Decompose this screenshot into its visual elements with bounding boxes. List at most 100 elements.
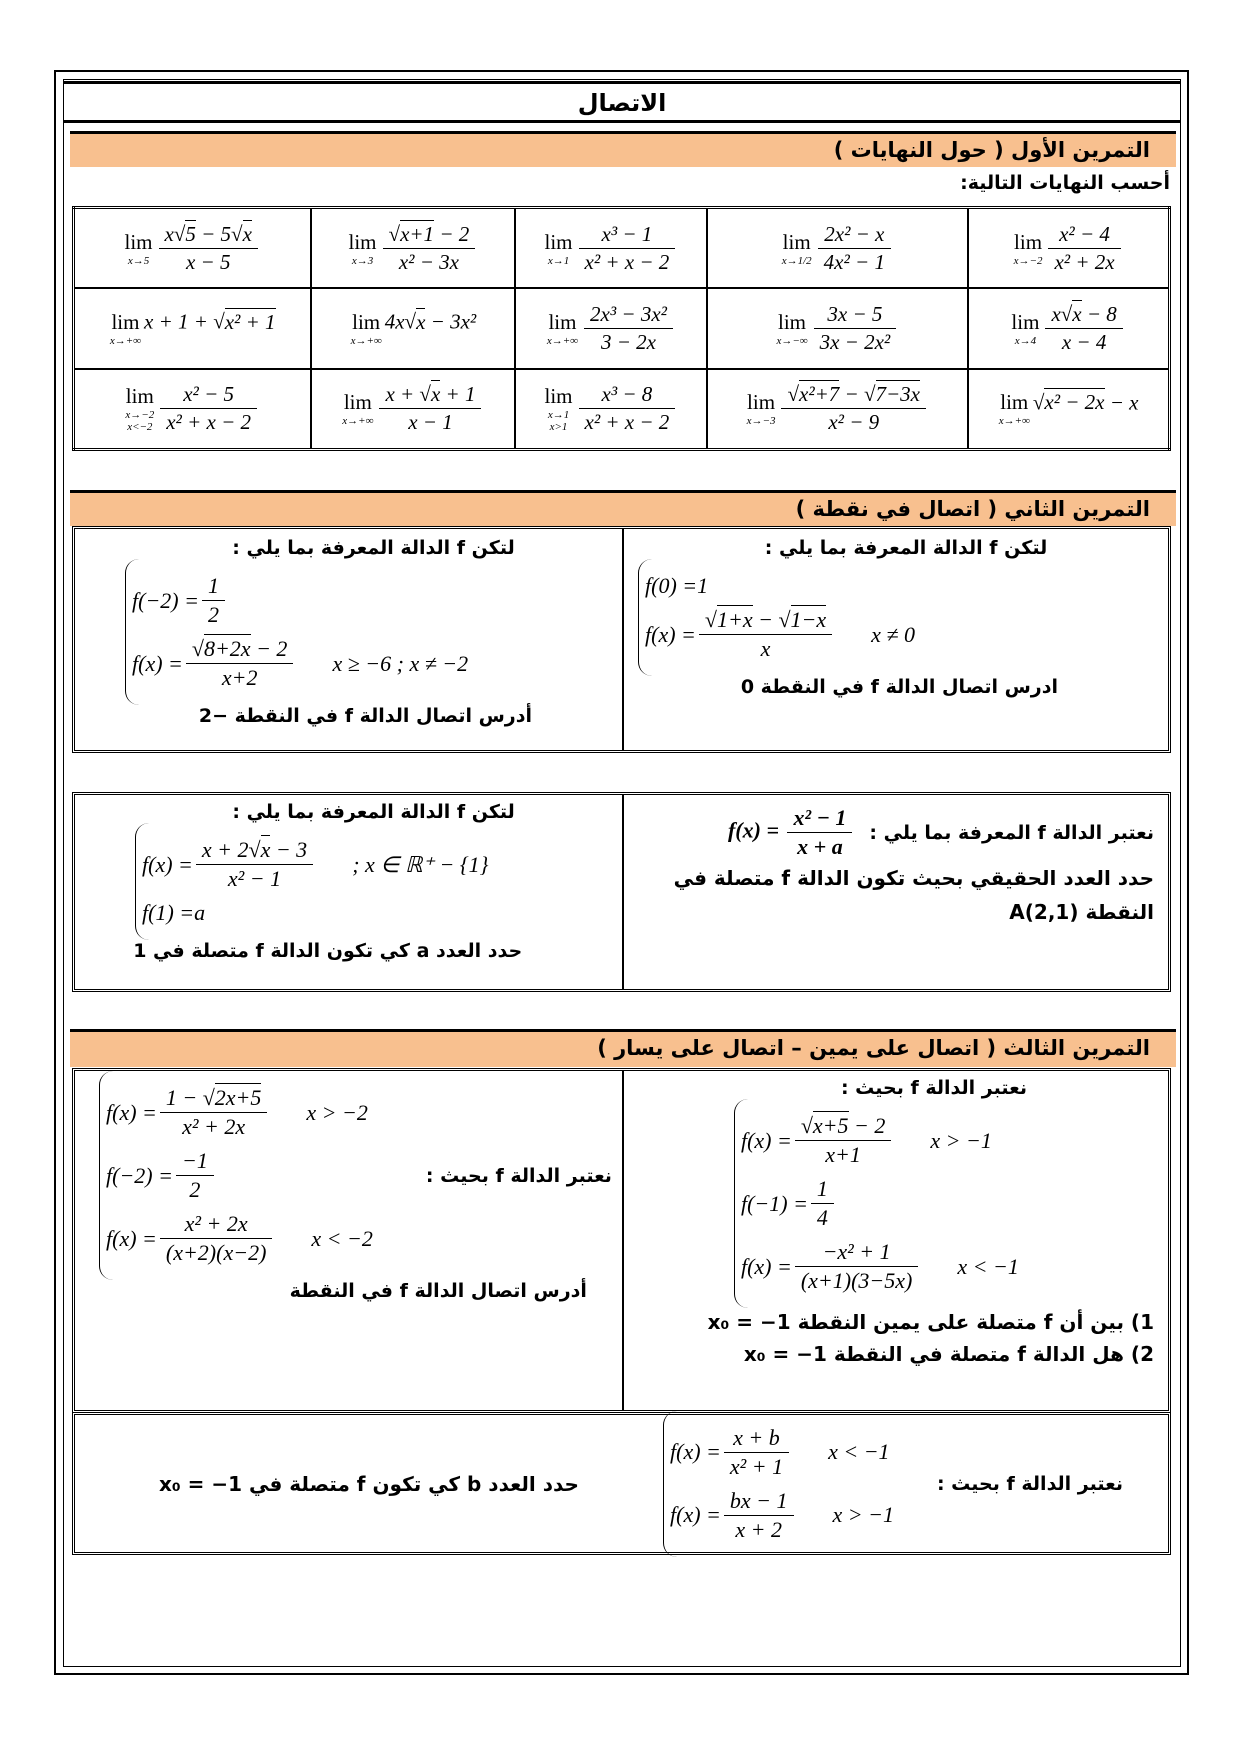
ex3-box1-left-cell: نعتبر الدالة f بحيث : f(x) = 1 − √2x+5 x²…: [75, 1071, 622, 1410]
fraction: √8+2x − 2 x+2: [185, 634, 294, 691]
radicand: x²+7: [799, 380, 840, 407]
denominator: x² − 1: [227, 866, 282, 891]
lim-word: lim: [352, 309, 381, 334]
lim-subscript: x→−2: [1013, 254, 1043, 267]
piece-row: f(x) = 1 − √2x+5 x² + 2x x > −2: [106, 1083, 373, 1140]
radicand: 5: [185, 219, 196, 246]
numerator: √x+5 − 2: [794, 1111, 892, 1141]
numerator: √1+x − √1−x: [698, 605, 833, 635]
piece-row: f(x) = −x² + 1 (x+1)(3−5x) x < −1: [741, 1239, 1019, 1294]
exercise-2-header: التمرين الثاني ( اتصال في نقطة ): [70, 490, 1176, 526]
radicand: x² + 1: [224, 307, 276, 334]
exercise-1-header: التمرين الأول ( حول النهايات ): [70, 131, 1176, 167]
limit-cell: lim x→−2 x² − 4 x² + 2x: [967, 206, 1171, 290]
piecewise-function: f(−2) = 1 2 f(x) = √8+2x − 2 x+2 x ≥ −6 ; x …: [125, 559, 468, 705]
piece-row: f(x) = x + b x² + 1 x < −1: [670, 1425, 894, 1480]
radicand: x: [1072, 299, 1082, 326]
lim-subscript: x→+∞: [350, 334, 382, 347]
function-lhs: f(x) =: [645, 621, 696, 647]
lim-operator: lim x→−∞: [776, 310, 807, 347]
piece-condition: x > −1: [930, 1127, 992, 1153]
numerator: −x² + 1: [794, 1239, 919, 1267]
fraction: 2x² − x 4x² − 1: [817, 222, 891, 275]
numerator: x² − 1: [787, 805, 853, 833]
ex2-box1-right-cell: لتكن f الدالة المعرفة بما يلي : f(0) = 1…: [622, 529, 1168, 750]
denominator: x² + 2x: [1054, 249, 1115, 274]
lim-operator: lim x→1/2: [782, 230, 812, 267]
lim-operator: lim x→3: [349, 230, 377, 267]
ex3-b1l-row: نعتبر الدالة f بحيث : f(x) = 1 − √2x+5 x²…: [75, 1071, 622, 1280]
numerator: x³ − 8: [578, 382, 676, 410]
fraction: x + b x² + 1: [723, 1425, 790, 1480]
denominator: (x+2)(x−2): [165, 1240, 267, 1265]
ex2-box2-right-cell: نعتبر الدالة f المعرفة بما يلي : f(x) = …: [622, 795, 1168, 989]
exercise-1-instruction: أحسب النهايات التالية:: [960, 172, 1170, 194]
numerator: 3x − 5: [813, 302, 897, 329]
numerator: x + 2√x − 3: [195, 835, 314, 865]
limit-cell: lim x→1 x³ − 1 x² + x − 2: [514, 206, 709, 290]
fraction: x√5 − 5√x x − 5: [158, 219, 258, 275]
radicand: x: [416, 307, 426, 334]
lim-operator: lim x→−3: [747, 390, 776, 427]
lim-subscript: x→+∞: [998, 415, 1030, 428]
fraction: x² − 5 x² + x − 2: [160, 382, 257, 435]
lim-subscript: x→4: [1014, 334, 1037, 347]
limit-expression: lim x→1 x>1 x³ − 8 x² + x − 2: [545, 382, 679, 434]
limit-expression: lim x→1 x³ − 1 x² + x − 2: [545, 222, 679, 274]
denominator: x + 2: [735, 1516, 782, 1542]
ex2-b1r-intro: لتكن f الدالة المعرفة بما يلي :: [764, 537, 1048, 559]
function-lhs: f(x) =: [132, 650, 183, 676]
numerator: 1: [810, 1176, 834, 1204]
denominator: 4x² − 1: [823, 249, 885, 274]
function-lhs: f(x) =: [670, 1439, 721, 1464]
ex3-b1r-system: f(x) = √x+5 − 2 x+1 x > −1 f(−1) = 1 4 f(x) =…: [624, 1099, 1154, 1308]
fraction: x³ − 8 x² + x − 2: [578, 382, 676, 435]
radicand: x² − 2x: [1044, 388, 1105, 415]
lim-operator: lim x→−2: [1014, 230, 1043, 267]
fraction: x² − 4 x² + 2x: [1048, 222, 1121, 275]
ex3-b1r-question-1: 1) بين أن f متصلة على يمين النقطة x₀ = −…: [707, 1310, 1154, 1334]
lim-subscript: x→−3: [746, 415, 776, 428]
denominator: x − 5: [185, 249, 231, 274]
lim-operator: lim x→1 x>1: [545, 384, 573, 433]
lim-operator: lim x→4: [1011, 310, 1039, 347]
piece-row: f(x) = √8+2x − 2 x+2 x ≥ −6 ; x ≠ −2: [132, 634, 468, 691]
exercise-2-box-2: نعتبر الدالة f المعرفة بما يلي : f(x) = …: [72, 792, 1171, 992]
exercise-2-box-1: لتكن f الدالة المعرفة بما يلي : f(0) = 1…: [72, 526, 1171, 753]
exercise-3-box-1: نعتبر الدالة f بحيث : f(x) = √x+5 − 2 x+1…: [72, 1068, 1171, 1413]
radicand: x: [260, 835, 271, 862]
piecewise-function: f(x) = √x+5 − 2 x+1 x > −1 f(−1) = 1 4 f(x) =…: [733, 1099, 1019, 1308]
piece-row: f(x) = √1+x − √1−x x x ≠ 0: [645, 605, 915, 662]
function-value: 1: [697, 573, 709, 598]
ex2-b1l-intro: لتكن f الدالة المعرفة بما يلي :: [232, 537, 515, 559]
denominator: x² − 9: [828, 410, 880, 435]
piecewise-function: f(0) = 1 f(x) = √1+x − √1−x x x ≠ 0: [638, 559, 915, 676]
limit-body: x + 1 + √x² + 1: [144, 307, 276, 334]
ex3-b1l-intro: نعتبر الدالة f بحيث :: [425, 1164, 612, 1187]
ex3-b1l-system: f(x) = 1 − √2x+5 x² + 2x x > −2 f(−2) = −1 2…: [75, 1071, 422, 1280]
lim-subscript: x→1: [547, 254, 570, 267]
ex2-b2r-question-2: النقطة A(2,1): [1009, 900, 1154, 924]
piece-condition: ; x ∈ ℝ⁺ − {1}: [352, 851, 489, 877]
limit-expression: lim x→+∞ √x² − 2x − x: [999, 388, 1139, 427]
radicand: 8+2x: [203, 634, 251, 661]
limit-cell: lim x→−2 x<−2 x² − 5 x² + x − 2: [72, 367, 313, 451]
lim-word: lim: [348, 229, 377, 254]
piece-row: f(x) = √x+5 − 2 x+1 x > −1: [741, 1111, 1019, 1168]
function-lhs: f(x) =: [740, 1253, 792, 1279]
lim-word: lim: [747, 390, 776, 415]
lim-word: lim: [778, 309, 807, 334]
lim-subscript: x→3: [351, 254, 374, 267]
ex3-b2-question: حدد العدد b كي تكون f متصلة في x₀ = −1: [159, 1471, 579, 1496]
denominator: x: [760, 636, 771, 661]
lim-word: lim: [1011, 309, 1040, 334]
lim-operator: lim x→+∞: [110, 310, 141, 347]
piece-condition: x < −1: [828, 1439, 890, 1464]
fraction: 3x − 5 3x − 2x²: [813, 302, 897, 355]
denominator: (x+1)(3−5x): [800, 1268, 913, 1293]
